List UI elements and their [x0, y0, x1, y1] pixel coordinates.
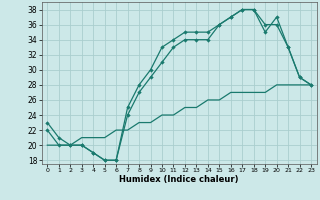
X-axis label: Humidex (Indice chaleur): Humidex (Indice chaleur) — [119, 175, 239, 184]
